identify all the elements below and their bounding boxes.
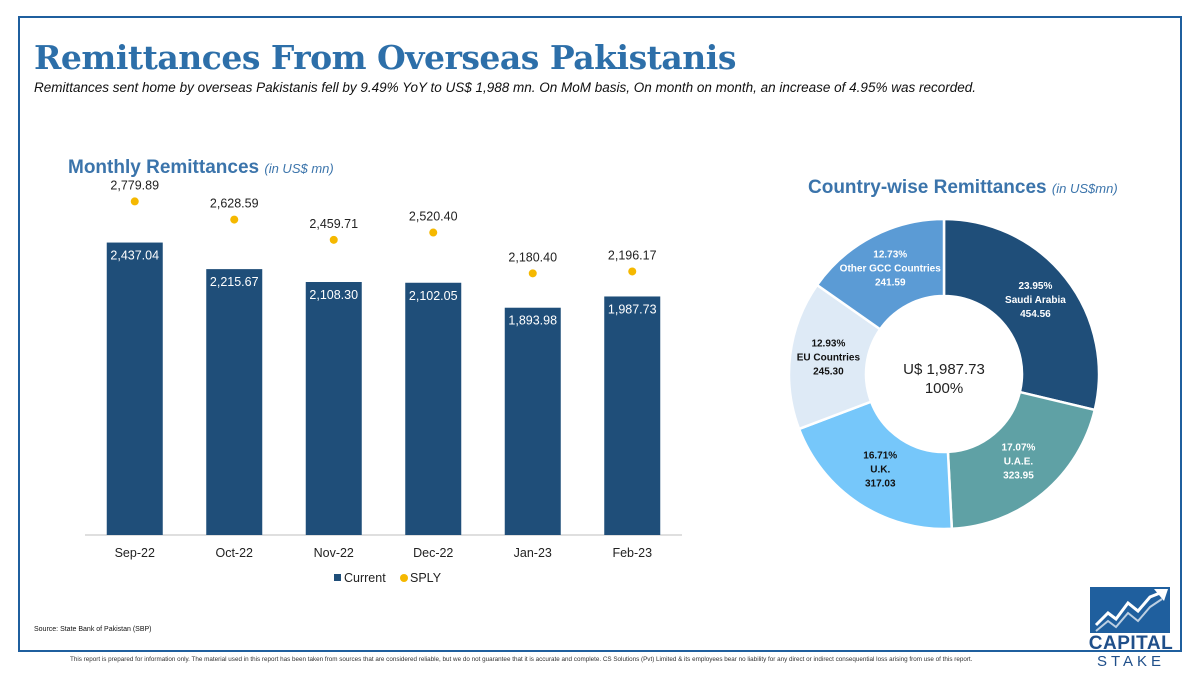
bar-value-label: 2,215.67 xyxy=(210,275,259,289)
slice-percent-label: 12.73% xyxy=(873,250,907,261)
legend-current-swatch xyxy=(334,574,341,581)
logo-arrow-icon xyxy=(1094,589,1168,632)
slice-value-label: 241.59 xyxy=(875,278,906,289)
donut-slice xyxy=(797,400,954,531)
donut-slice xyxy=(942,217,1101,412)
source-note: Source: State Bank of Pakistan (SBP) xyxy=(34,626,152,633)
donut-slice xyxy=(815,217,946,331)
slice-percent-label: 12.93% xyxy=(811,339,845,350)
capital-stake-logo: CAPITAL STAKE xyxy=(1088,585,1174,675)
disclaimer: This report is prepared for information … xyxy=(70,656,973,663)
page-subtitle: Remittances sent home by overseas Pakist… xyxy=(34,80,976,95)
donut-center-value: U$ 1,987.73 xyxy=(903,361,985,378)
bar-chart: 2,437.04 2,779.89 Sep-22 2,215.67 2,628.59 Oc… xyxy=(85,178,682,585)
sply-value-label: 2,459.71 xyxy=(309,217,358,231)
logo-text-stake: STAKE xyxy=(1096,653,1166,670)
x-tick-label: Sep-22 xyxy=(115,546,155,560)
slice-value-label: 245.30 xyxy=(813,367,844,378)
bar-value-label: 2,108.30 xyxy=(309,288,358,302)
slice-name-label: Other GCC Countries xyxy=(840,264,942,275)
slice-value-label: 317.03 xyxy=(865,479,896,490)
bar-current xyxy=(604,296,661,535)
page-title: Remittances From Overseas Pakistanis xyxy=(34,38,736,77)
donut-slice xyxy=(946,390,1097,531)
slice-value-label: 323.95 xyxy=(1003,471,1034,482)
x-tick-label: Oct-22 xyxy=(215,546,253,560)
pie-chart-title-text: Country-wise Remittances xyxy=(808,177,1047,198)
sply-point xyxy=(628,267,637,276)
bar-value-label: 2,102.05 xyxy=(409,289,458,303)
x-tick-label: Nov-22 xyxy=(314,546,354,560)
bar-current xyxy=(405,282,462,535)
sply-value-label: 2,520.40 xyxy=(409,210,458,224)
sply-value-label: 2,196.17 xyxy=(608,248,657,262)
slice-percent-label: 16.71% xyxy=(863,451,897,462)
sply-value-label: 2,779.89 xyxy=(110,178,159,192)
donut-chart: 23.95% Saudi Arabia 454.56 17.07% U.A.E. 323.… xyxy=(787,217,1101,531)
logo-chart-icon xyxy=(1090,587,1170,633)
legend-sply-label: SPLY xyxy=(410,571,442,585)
bar-current xyxy=(305,282,362,535)
bar-chart-unit: (in US$ mn) xyxy=(264,161,334,176)
bar-current xyxy=(504,307,561,535)
legend-sply-swatch xyxy=(400,574,408,582)
pie-chart-unit: (in US$mn) xyxy=(1051,181,1118,196)
legend-current-label: Current xyxy=(344,571,386,585)
sply-point xyxy=(528,269,537,278)
bar-value-label: 1,987.73 xyxy=(608,302,657,316)
bar-legend: Current SPLY xyxy=(334,571,442,585)
bar-current xyxy=(206,269,263,535)
slice-percent-label: 17.07% xyxy=(1002,443,1036,454)
slice-name-label: U.A.E. xyxy=(1004,457,1034,468)
donut-center-percent: 100% xyxy=(925,380,963,397)
bar-chart-title: Monthly Remittances (in US$ mn) xyxy=(68,157,334,179)
slice-name-label: Saudi Arabia xyxy=(1005,295,1066,306)
logo-text-capital: CAPITAL xyxy=(1088,633,1174,654)
sply-value-label: 2,628.59 xyxy=(210,197,259,211)
slice-value-label: 454.56 xyxy=(1020,309,1051,320)
bar-value-label: 2,437.04 xyxy=(110,249,159,263)
sply-point xyxy=(329,235,338,244)
x-tick-label: Jan-23 xyxy=(514,546,552,560)
x-tick-label: Dec-22 xyxy=(413,546,453,560)
bar-value-label: 1,893.98 xyxy=(508,314,557,328)
slice-name-label: EU Countries xyxy=(797,353,861,364)
bar-chart-title-text: Monthly Remittances xyxy=(68,157,260,178)
slice-name-label: U.K. xyxy=(870,465,890,476)
sply-point xyxy=(230,215,239,224)
sply-point xyxy=(429,228,438,237)
report-frame xyxy=(18,16,1182,652)
sply-value-label: 2,180.40 xyxy=(508,250,557,264)
sply-point xyxy=(130,197,139,206)
slice-percent-label: 23.95% xyxy=(1018,281,1052,292)
x-tick-label: Feb-23 xyxy=(612,546,652,560)
bar-current xyxy=(106,242,163,535)
pie-chart-title: Country-wise Remittances (in US$mn) xyxy=(808,177,1118,199)
